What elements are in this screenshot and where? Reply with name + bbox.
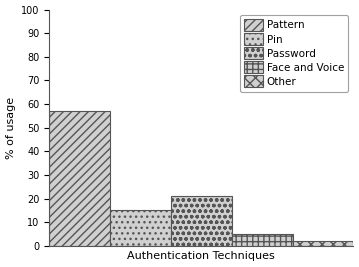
Y-axis label: % of usage: % of usage	[5, 97, 15, 159]
Bar	[293, 241, 354, 246]
Bar	[110, 210, 171, 246]
Legend: Pattern, Pin, Password, Face and Voice, Other: Pattern, Pin, Password, Face and Voice, …	[239, 15, 348, 92]
Bar	[49, 111, 110, 246]
Bar	[171, 196, 232, 246]
Bar	[232, 234, 293, 246]
X-axis label: Authentication Techniques: Authentication Techniques	[127, 252, 275, 261]
